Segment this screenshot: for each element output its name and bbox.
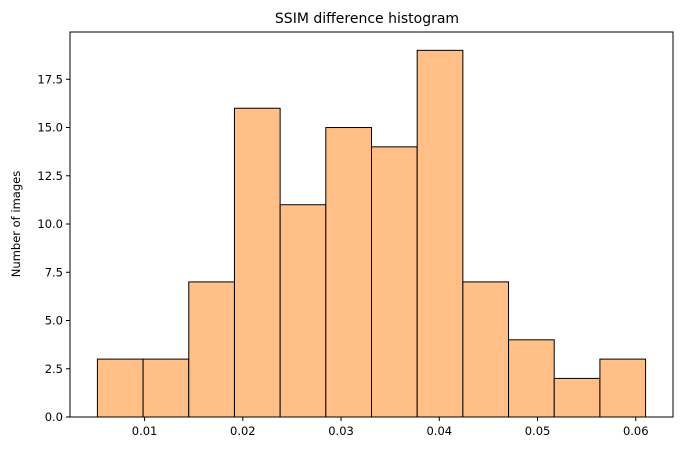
bars-group [96,49,647,418]
y-tick-label: 5.0 [45,314,63,328]
x-axis: 0.01 0.02 0.03 0.04 0.05 0.06 [132,417,649,438]
y-tick-label: 2.5 [45,362,63,376]
histogram-bar-8 [416,49,464,418]
plot-frame [69,31,674,418]
histogram-bar-7 [371,146,418,418]
x-tick-label: 0.03 [328,424,354,438]
x-tick-label: 0.02 [230,424,256,438]
histogram-bar-1 [96,358,144,418]
histogram-bar-5 [279,204,327,418]
histogram-bar-11 [553,377,601,418]
y-axis: 0.0 2.5 5.0 7.5 10.0 12.5 15.0 17.5 [37,72,70,424]
histogram-bar-2 [142,358,190,418]
histogram-bar-10 [508,339,555,418]
y-tick-label: 15.0 [37,121,63,135]
x-tick-label: 0.05 [525,424,551,438]
y-tick-label: 10.0 [37,217,63,231]
histogram-bar-6 [325,127,372,418]
x-tick-label: 0.06 [623,424,649,438]
y-tick-label: 17.5 [37,72,63,86]
y-axis-label: Number of images [9,171,23,277]
histogram-bar-3 [188,281,235,418]
histogram-bar-9 [462,281,510,418]
x-tick-label: 0.01 [132,424,158,438]
histogram-bar-4 [233,107,281,418]
y-tick-label: 12.5 [37,169,63,183]
y-tick-label: 0.0 [45,410,63,424]
histogram-bar-12 [599,358,647,418]
chart-title: SSIM difference histogram [275,11,459,27]
x-tick-label: 0.04 [426,424,452,438]
y-tick-label: 7.5 [45,265,63,279]
